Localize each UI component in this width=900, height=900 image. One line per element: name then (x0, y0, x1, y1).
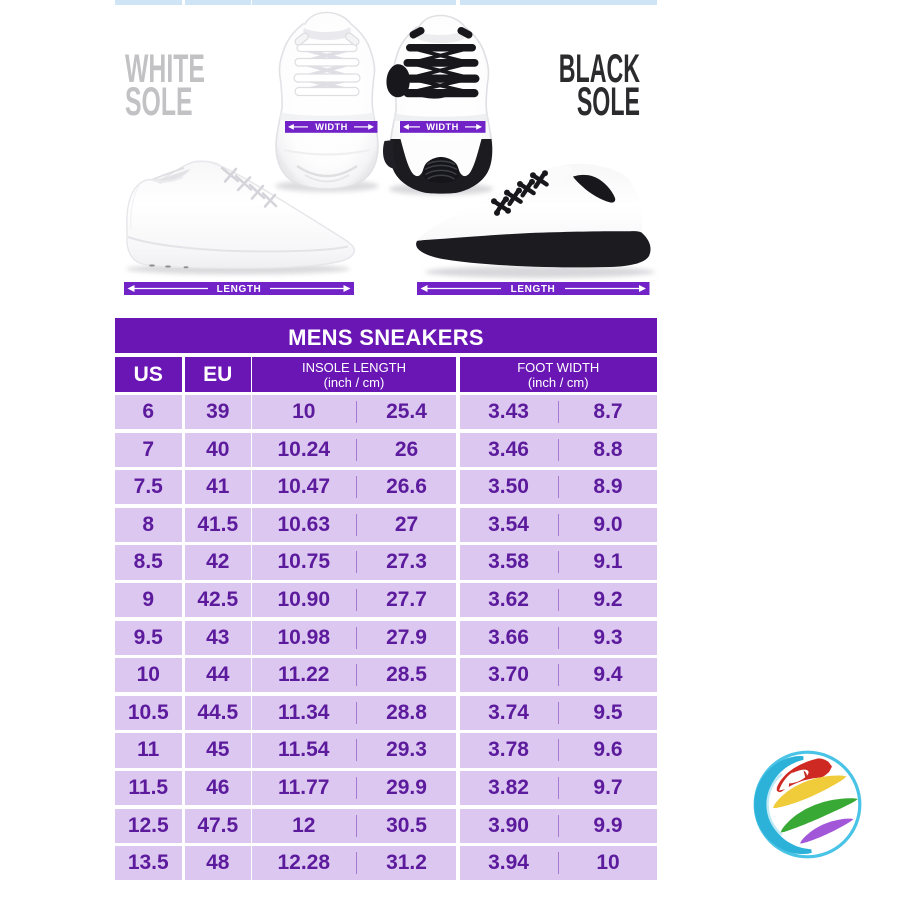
svg-text:WIDTH: WIDTH (315, 122, 347, 132)
svg-text:LENGTH: LENGTH (217, 284, 262, 295)
svg-text:WIDTH: WIDTH (426, 122, 458, 132)
svg-text:LENGTH: LENGTH (511, 284, 556, 295)
